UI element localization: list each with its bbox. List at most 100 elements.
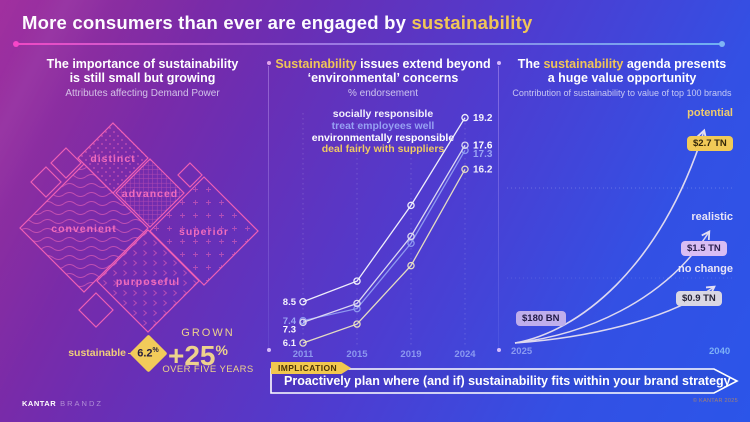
grown-label: GROWN [181,327,235,339]
middle-panel-subtitle: % endorsement [347,88,419,99]
diamond-superior [149,176,259,286]
implication-box-outline [270,368,739,394]
series-line-environmentally-responsible [302,144,466,323]
small-diamond-4 [78,292,114,328]
right-panel-title-line1: The sustainability agenda presents [502,57,742,72]
brand-kantar: KANTAR [22,399,57,408]
series-line-deal-fairly-with-suppliers [302,168,466,344]
diamond-label-convenient: convenient [51,223,116,235]
implication-tag: IMPLICATION [271,362,352,374]
diamond-label-purposeful: purposeful [116,276,180,288]
slide-title-highlight: sustainability [411,12,533,33]
middle-title-rest: issues extend beyond [356,57,491,71]
data-point-environmentally-responsible [299,318,307,327]
left-panel-subtitle: Attributes affecting Demand Power [65,88,220,99]
implication-text: Proactively plan where (and if) sustaina… [284,374,731,388]
curve-realistic [514,230,711,344]
data-point-deal-fairly-with-suppliers [353,320,361,328]
legend-item: treat employees well [331,119,435,132]
curve-label-potential: potential [687,107,733,119]
data-point-socially-responsible [407,201,415,210]
data-point-socially-responsible [353,277,361,285]
slide-title-text: More consumers than ever are engaged by [22,12,412,33]
grown-value-number: +25 [168,340,216,371]
implication-box [270,368,739,394]
legend-item: deal fairly with suppliers [321,143,445,156]
endorsement-xlabel: 2015 [346,349,368,360]
diamond-convenient [19,163,149,293]
data-point-treat-employees-well [407,239,415,247]
data-point-environmentally-responsible [407,232,415,241]
attribute-diamonds-diagram: distinct advanced convenient superior pu… [19,122,259,333]
end-value-label: 19.2 [473,113,493,124]
panel-divider-left-bottom-dot [266,348,271,352]
right-title-prefix: The [517,57,544,71]
series-line-socially-responsible [302,117,466,303]
small-diamond-2 [50,147,82,179]
legend-item: socially responsible [332,108,434,120]
badge-realistic-value: $1.5 TN [681,241,727,256]
slide-title: More consumers than ever are engaged by … [22,12,532,34]
series-line-treat-employees-well [302,150,466,322]
panel-divider-right [498,66,499,352]
data-point-environmentally-responsible [461,141,469,149]
curve-label-no-change: no change [677,263,733,275]
sustainable-value-number: 6.2 [137,347,153,360]
sustainable-value-pct: % [152,347,159,354]
start-value-label: 6.1 [283,338,297,349]
right-title-suffix: agenda presents [623,57,727,71]
brand-brandz: BRANDZ [60,399,103,408]
middle-panel-title-line1: Sustainability issues extend beyond [272,57,494,72]
middle-title-highlight: Sustainability [275,57,357,71]
start-value-label: 8.5 [283,297,297,308]
end-value-label: 16.2 [473,164,493,175]
data-point-treat-employees-well [353,304,361,313]
middle-panel-title-line2: ‘environmental’ concerns [307,71,459,85]
value-chart-xlabel-end: 2040 [709,346,731,357]
divider-dot-left [13,41,19,47]
diamond-label-superior: superior [179,226,229,238]
header-divider-line [15,43,723,45]
right-panel-subtitle: Contribution of sustainability to value … [512,88,732,98]
data-point-environmentally-responsible [353,299,361,308]
curve-potential [514,128,708,344]
divider-dot-right [719,41,725,47]
badge-no-change-value: $0.9 TN [676,291,722,306]
data-point-deal-fairly-with-suppliers [461,165,469,174]
badge-potential-value: $2.7 TN [687,136,733,151]
badge-start-value: $180 BN [516,311,566,326]
data-point-socially-responsible [461,113,469,122]
panel-divider-left-top-dot [266,61,271,65]
panel-divider-right-bottom-dot [496,348,501,352]
endorsement-xlabel: 2011 [293,349,314,360]
data-point-deal-fairly-with-suppliers [407,261,415,270]
data-point-socially-responsible [299,297,307,306]
sustainable-value: 6.2% [134,347,162,360]
data-point-deal-fairly-with-suppliers [299,339,307,347]
end-value-label: 17.3 [473,149,493,160]
grown-value: +25% [168,336,228,370]
legend: socially responsible treat employees well… [283,108,483,156]
diamond-purposeful [96,229,200,333]
kantar-brandz-logo: KANTAR BRANDZ [22,399,103,408]
endorsement-xlabel: 2024 [454,349,476,360]
endorsement-xlabel: 2019 [400,349,421,360]
right-title-highlight: sustainability [543,57,624,71]
value-chart-xlabel-start: 2025 [511,346,533,357]
small-diamond-3 [177,162,203,188]
grown-period-label: OVER FIVE YEARS [162,364,254,375]
start-value-label: 7.4 [283,316,297,327]
small-diamond-1 [30,166,62,198]
left-panel-title-line1: The importance of sustainability [46,57,239,71]
sustainable-label: sustainable [68,347,126,359]
panel-divider-right-top-dot [496,61,501,65]
endorsement-chart: 2011 2015 2019 2024 8.5 7.47.3 6.1 19.2 17.617.3… [283,113,493,360]
grown-value-pct: % [215,342,228,358]
panel-divider-left [268,66,269,352]
diamond-advanced [115,158,185,228]
copyright-text: © KANTAR 2025 [692,398,738,404]
start-value-label: 7.3 [283,324,296,335]
curve-label-realistic: realistic [691,211,733,223]
diamond-label-advanced: advanced [122,188,178,200]
left-panel-title-line2: is still small but growing [69,71,216,85]
